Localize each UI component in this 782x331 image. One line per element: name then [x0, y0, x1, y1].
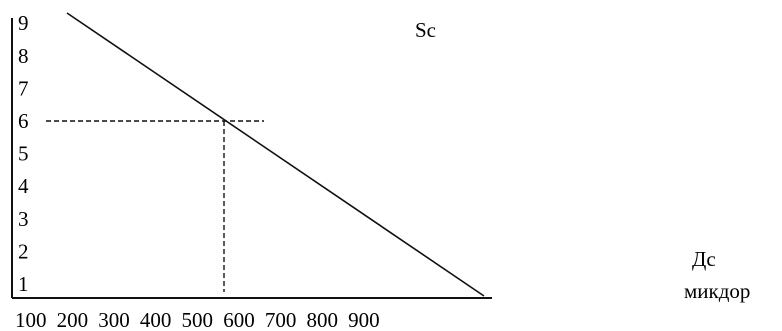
y-tick-label: 1 — [18, 272, 29, 296]
sc-annotation: Sc — [415, 18, 436, 42]
x-tick-label: 300 — [98, 308, 130, 331]
y-tick-label: 2 — [18, 239, 29, 263]
axes — [11, 18, 492, 299]
demand-line — [66, 12, 485, 297]
y-tick-label: 6 — [18, 109, 29, 133]
series-layer — [66, 12, 485, 297]
x-tick-label: 500 — [182, 308, 214, 331]
quantity-annotation: микдор — [684, 279, 750, 303]
y-tick-label: 4 — [18, 174, 29, 198]
x-tick-label: 400 — [140, 308, 172, 331]
y-tick-label: 9 — [18, 11, 29, 35]
y-tick-labels: 1 2 3 4 5 6 7 8 9 — [18, 11, 29, 296]
y-tick-label: 5 — [18, 142, 29, 166]
reference-guides — [46, 120, 264, 292]
dc-annotation: Дс — [692, 247, 716, 271]
x-tick-label: 200 — [57, 308, 89, 331]
x-tick-label: 600 — [223, 308, 255, 331]
x-tick-label: 100 — [15, 308, 47, 331]
annotations: Sc Дс микдор — [415, 18, 750, 303]
y-tick-label: 8 — [18, 44, 29, 68]
y-tick-label: 3 — [18, 207, 29, 231]
x-tick-label: 900 — [348, 308, 380, 331]
y-tick-label: 7 — [18, 76, 29, 100]
x-tick-label: 700 — [265, 308, 297, 331]
x-tick-label: 800 — [306, 308, 338, 331]
x-tick-labels: 100 200 300 400 500 600 700 800 900 — [15, 308, 380, 331]
